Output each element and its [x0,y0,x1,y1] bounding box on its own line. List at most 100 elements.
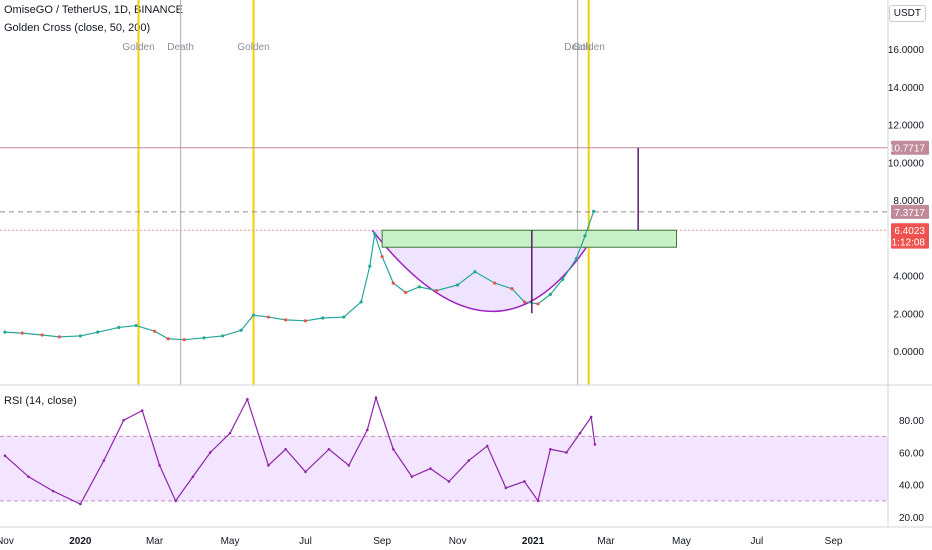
rsi-point-8 [174,499,177,503]
time-tick-1: 2020 [69,536,92,547]
price-tick-0: 0.0000 [893,347,924,358]
rsi-point-28 [536,499,540,503]
price-tick-2: 4.0000 [893,272,924,283]
price-point-23 [380,255,384,259]
price-point-8 [152,329,157,333]
price-point-16 [284,318,288,322]
price-point-13 [239,328,243,332]
rsi-point-14 [284,447,287,451]
indicator-title: Golden Cross (close, 50, 200) [4,22,151,34]
cross-label-3: Death [564,42,591,53]
rsi-tick-0: 20.00 [899,513,924,524]
price-point-1 [20,331,24,335]
price-label-0: 10.7717 [889,144,926,155]
rsi-point-1 [27,475,30,478]
rsi-point-15 [304,470,307,474]
time-tick-7: 2021 [522,536,545,547]
price-point-36 [574,256,578,261]
price-point-7 [134,323,138,328]
rsi-point-2 [51,489,55,493]
price-tick-5: 10.0000 [888,158,925,169]
price-point-5 [96,330,100,334]
rsi-point-27 [523,480,526,483]
rsi-point-16 [327,447,331,451]
rsi-point-20 [391,447,395,451]
rsi-point-19 [374,396,378,399]
rsi-point-18 [366,428,369,432]
price-point-9 [166,337,170,341]
rsi-point-0 [3,454,7,457]
price-point-32 [522,300,526,304]
currency-badge[interactable]: USDT [888,5,926,22]
cup-fill [372,230,598,312]
price-point-15 [266,315,270,319]
price-tick-1: 2.0000 [893,309,924,320]
rsi-point-23 [447,480,451,483]
price-point-33 [536,302,540,306]
time-tick-8: Mar [597,536,615,547]
price-point-31 [510,287,514,291]
cross-label-4: Golden [573,42,605,53]
price-point-6 [117,325,121,330]
time-tick-5: Sep [373,536,391,547]
rsi-tick-3: 80.00 [899,416,924,427]
price-point-28 [456,283,460,287]
rsi-point-7 [158,464,161,467]
price-point-27 [434,289,439,293]
time-tick-0: Nov [0,536,14,547]
price-label-bg-2 [891,223,929,238]
rsi-line [4,395,596,505]
rsi-point-17 [347,464,351,467]
rsi-point-3 [79,502,82,506]
rsi-point-5 [122,418,125,422]
price-point-10 [182,338,186,342]
price-label-3: 01:12:08 [886,238,925,249]
price-tick-7: 14.0000 [888,83,925,94]
rsi-point-22 [429,467,432,470]
rsi-point-26 [504,486,508,490]
price-label-1: 7.3717 [894,208,925,219]
rsi-tick-2: 60.00 [899,448,924,459]
rsi-point-12 [246,397,249,401]
rsi-point-30 [565,451,568,454]
price-point-22 [373,232,377,236]
rsi-point-31 [578,431,582,435]
rsi-point-29 [549,447,552,451]
price-point-21 [368,264,372,268]
time-tick-3: May [221,536,240,547]
rsi-point-10 [208,451,212,454]
cross-label-0: Golden [122,42,154,53]
price-tick-8: 16.0000 [888,45,925,56]
price-point-34 [548,292,552,297]
rsi-point-4 [102,459,106,462]
price-point-12 [221,334,225,338]
rsi-point-6 [140,409,144,412]
price-point-37 [583,234,587,238]
rsi-title: RSI (14, close) [4,395,77,407]
price-label-bg-1 [891,204,929,219]
price-point-18 [321,316,325,320]
price-point-24 [391,281,395,285]
rsi-point-11 [228,431,232,435]
price-point-17 [303,319,308,323]
price-point-30 [493,281,497,285]
price-point-14 [251,313,256,317]
rsi-point-21 [410,475,414,478]
price-label-bg-0 [891,140,929,155]
price-point-19 [342,315,346,319]
price-tick-6: 12.0000 [888,121,925,132]
rsi-band [0,436,888,501]
time-tick-11: Sep [825,536,843,547]
price-point-11 [202,336,206,340]
rsi-tick-1: 40.00 [899,481,924,492]
rsi-point-33 [593,443,597,446]
price-point-25 [404,290,408,295]
price-point-0 [3,330,7,334]
time-tick-9: May [672,536,691,547]
time-tick-4: Jul [299,536,312,547]
rsi-point-13 [267,464,270,467]
price-point-20 [359,300,363,304]
rsi-point-9 [191,475,195,478]
